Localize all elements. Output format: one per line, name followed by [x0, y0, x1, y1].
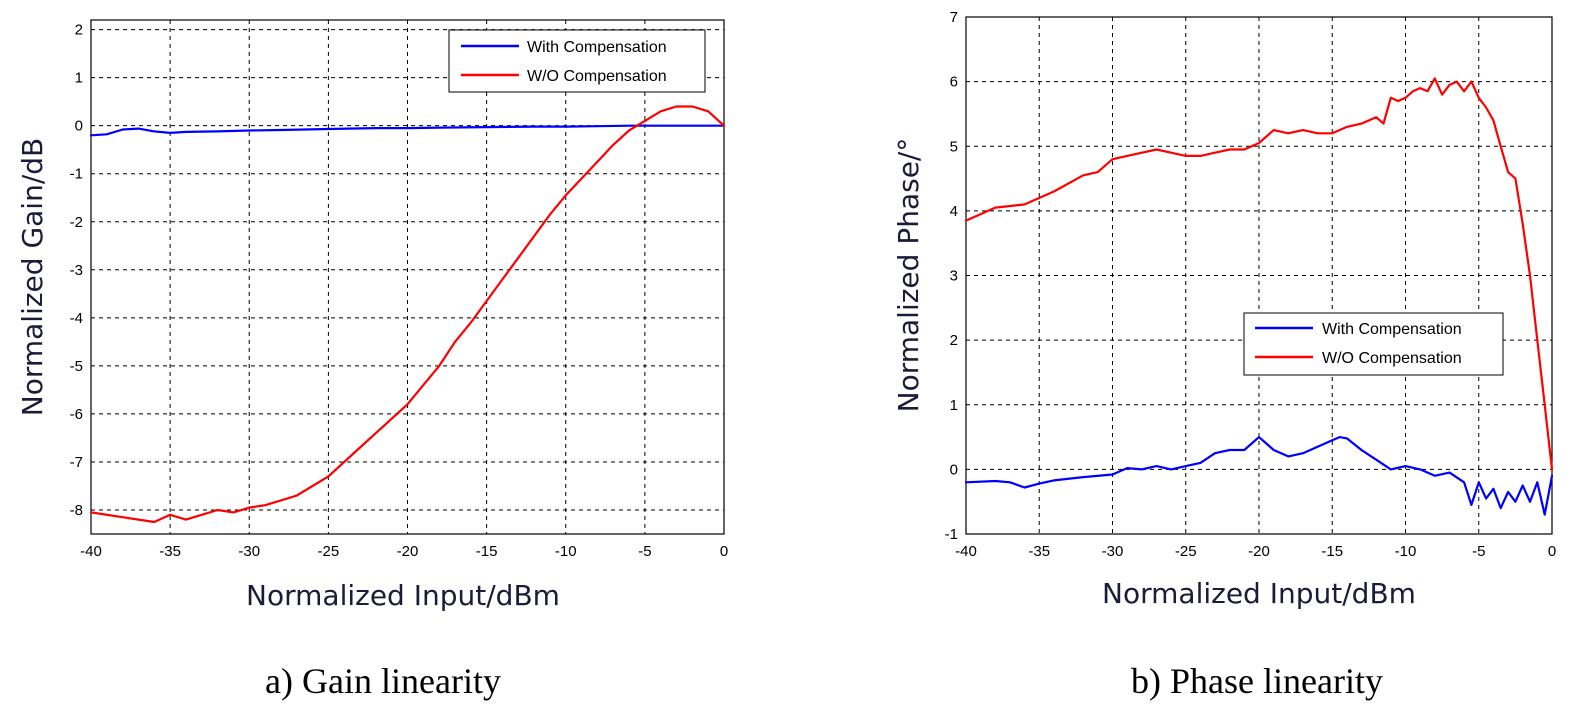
gain-x-tick-label: -5 [638, 543, 651, 560]
phase-y-tick-label: 3 [950, 268, 958, 285]
phase-linearity-chart: -40 -35 -30 -25 -20 -15 -10 -5 0 7 6 5 4 3 2 1 0 -1 With… [892, 9, 1556, 701]
gain-y-tick-label: -6 [70, 406, 83, 423]
gain-y-tick-label: -8 [70, 502, 83, 519]
gain-y-tick-label: -4 [70, 310, 83, 327]
phase-gridlines [966, 17, 1552, 534]
phase-y-ticks: 7 6 5 4 3 2 1 0 -1 [945, 9, 958, 543]
phase-x-tick-label: -5 [1472, 543, 1485, 560]
phase-x-tick-label: -20 [1248, 543, 1270, 560]
phase-x-axis-title: Normalized Input/dBm [1102, 577, 1416, 610]
phase-legend-label-wo: W/O Compensation [1322, 350, 1462, 367]
gain-legend-label-with: With Compensation [527, 39, 667, 56]
phase-series-line-with-compensation [964, 436, 1554, 516]
phase-y-tick-label: 4 [950, 203, 958, 220]
phase-x-tick-label: -10 [1395, 543, 1417, 560]
phase-y-tick-label: 2 [950, 332, 958, 349]
gain-x-tick-label: -25 [318, 543, 340, 560]
gain-x-tick-label: -35 [159, 543, 181, 560]
phase-y-axis-title: Normalized Phase/° [892, 138, 925, 413]
phase-x-tick-label: -25 [1175, 543, 1197, 560]
gain-legend-label-wo: W/O Compensation [527, 68, 667, 85]
gain-y-tick-label: -2 [70, 214, 83, 231]
gain-y-tick-label: -7 [70, 454, 83, 471]
gain-series [89, 105, 726, 524]
phase-caption: b) Phase linearity [1131, 661, 1383, 701]
gain-x-ticks: -40 -35 -30 -25 -20 -15 -10 -5 0 [80, 543, 728, 560]
phase-x-tick-label: -15 [1321, 543, 1343, 560]
gain-y-tick-label: -3 [70, 262, 83, 279]
phase-series-line-w-o-compensation [964, 77, 1554, 471]
phase-y-tick-label: 7 [950, 9, 958, 26]
gain-legend-box [448, 29, 706, 93]
gain-linearity-chart: -40 -35 -30 -25 -20 -15 -10 -5 0 2 1 0 -1 -2 -3 -4 -5 -6… [16, 19, 728, 701]
gain-x-axis-title: Normalized Input/dBm [246, 579, 560, 612]
phase-x-tick-label: -40 [955, 543, 977, 560]
phase-legend-label-with: With Compensation [1322, 321, 1462, 338]
phase-y-tick-label: 1 [950, 397, 958, 414]
gain-y-axis-title: Normalized Gain/dB [16, 138, 49, 416]
gain-series-line-with-compensation [89, 124, 726, 137]
phase-x-tick-label: 0 [1548, 543, 1556, 560]
phase-y-tick-label: 5 [950, 138, 958, 155]
gain-x-tick-label: -15 [476, 543, 498, 560]
phase-legend-box [1243, 312, 1504, 376]
gain-y-tick-label: 1 [75, 70, 83, 87]
gain-x-tick-label: -10 [555, 543, 577, 560]
phase-series [964, 77, 1554, 516]
phase-x-tick-label: -30 [1102, 543, 1124, 560]
phase-x-ticks: -40 -35 -30 -25 -20 -15 -10 -5 0 [955, 543, 1556, 560]
gain-x-tick-label: 0 [720, 543, 728, 560]
gain-y-tick-label: -5 [70, 358, 83, 375]
phase-y-tick-label: 6 [950, 74, 958, 91]
gain-gridlines [91, 20, 724, 534]
gain-y-tick-label: -1 [70, 166, 83, 183]
gain-y-ticks: 2 1 0 -1 -2 -3 -4 -5 -6 -7 -8 [70, 22, 83, 519]
gain-x-tick-label: -30 [238, 543, 260, 560]
phase-legend: With Compensation W/O Compensation [1243, 312, 1504, 376]
gain-caption: a) Gain linearity [265, 661, 501, 701]
gain-legend: With Compensation W/O Compensation [448, 29, 706, 93]
phase-y-tick-label: 0 [950, 461, 958, 478]
gain-y-tick-label: 0 [75, 118, 83, 135]
gain-x-tick-label: -40 [80, 543, 102, 560]
gain-x-tick-label: -20 [397, 543, 419, 560]
gain-y-tick-label: 2 [75, 22, 83, 39]
phase-y-tick-label: -1 [945, 526, 958, 543]
gain-series-line-w-o-compensation [89, 105, 726, 524]
phase-x-tick-label: -35 [1028, 543, 1050, 560]
